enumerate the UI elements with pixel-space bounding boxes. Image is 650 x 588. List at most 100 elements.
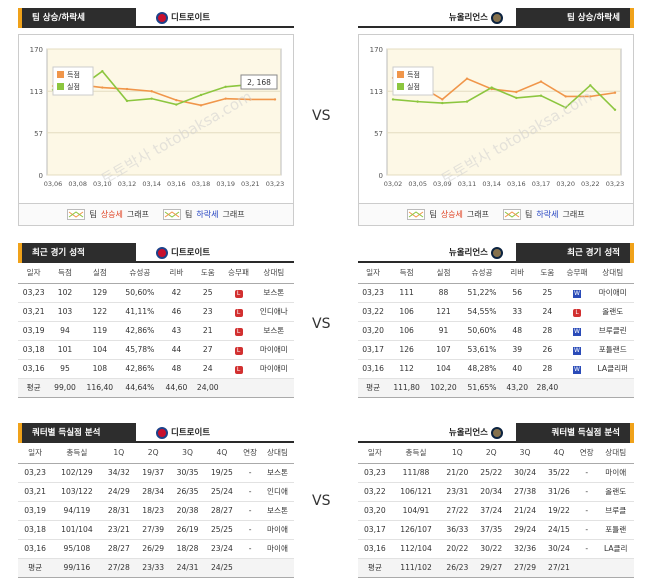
- data-point[interactable]: [589, 95, 592, 98]
- data-point[interactable]: [224, 85, 227, 88]
- data-point[interactable]: [125, 99, 129, 103]
- table-cell: 23/33: [136, 558, 171, 578]
- column-header: 3Q: [508, 443, 543, 464]
- y-tick-label: 113: [370, 88, 383, 96]
- data-point[interactable]: [564, 95, 567, 98]
- pistons-logo-icon: [156, 426, 168, 439]
- data-point[interactable]: [273, 98, 277, 101]
- data-point[interactable]: [564, 106, 567, 109]
- data-point[interactable]: [391, 98, 395, 101]
- table-row: 03,21 103 122 41,11% 46 23 L 인디애나: [18, 302, 294, 322]
- left-recent-panel: 최근 경기 성적 디트로이트 일자 득점 실점 슈성공 리바 도움 승무패 상대팀 03,23 1…: [18, 243, 294, 398]
- data-point[interactable]: [150, 97, 153, 100]
- table-cell: 104: [425, 359, 462, 379]
- x-tick-label: 03,14: [142, 180, 161, 188]
- data-point[interactable]: [539, 94, 543, 97]
- table-cell: 106: [388, 302, 426, 322]
- data-point[interactable]: [441, 101, 444, 105]
- table-cell: -: [239, 520, 262, 540]
- table-row: 03,19 94 119 42,86% 43 21 L 보스톤: [18, 321, 294, 341]
- column-header: 도움: [192, 263, 224, 284]
- table-cell: 32/36: [508, 539, 543, 559]
- column-header: 리바: [160, 263, 193, 284]
- data-point[interactable]: [589, 84, 592, 87]
- table-cell: 25/22: [474, 463, 509, 483]
- table-cell: 111: [388, 283, 426, 303]
- table-cell: 03,22: [358, 482, 392, 502]
- table-cell: 56: [502, 283, 533, 303]
- loss-badge-icon: L: [234, 365, 243, 374]
- table-cell: 37/24: [474, 501, 509, 521]
- table-cell: 28: [532, 359, 563, 379]
- table-cell: -: [239, 463, 262, 483]
- average-row: 평균 99/116 27/28 23/33 24/31 24/25: [18, 558, 294, 578]
- win-badge-icon: W: [573, 365, 581, 374]
- data-point[interactable]: [441, 98, 444, 101]
- data-point[interactable]: [199, 93, 203, 97]
- table-cell: 25: [532, 283, 563, 303]
- legend-label: 득점: [67, 71, 80, 79]
- data-point[interactable]: [416, 100, 419, 103]
- table-cell: 44: [160, 340, 193, 360]
- x-tick-label: 03,17: [532, 180, 551, 188]
- table-cell: 42,86%: [118, 321, 161, 341]
- column-header: 득점: [388, 263, 426, 284]
- data-point[interactable]: [101, 70, 104, 73]
- table-cell: -: [239, 539, 262, 559]
- column-header: 일자: [358, 443, 392, 464]
- table-cell: 03,16: [18, 359, 50, 379]
- data-point[interactable]: [490, 86, 493, 89]
- table-cell: L: [562, 302, 592, 322]
- x-tick-label: 03,23: [606, 180, 625, 188]
- table-cell: 27/29: [508, 558, 543, 578]
- data-point[interactable]: [224, 97, 227, 100]
- right-rise-legend: 팀 상승세 그래프: [407, 209, 489, 220]
- data-point[interactable]: [539, 80, 543, 83]
- svg-text:2, 168: 2, 168: [247, 78, 271, 87]
- data-point[interactable]: [515, 96, 518, 100]
- table-cell: 마이애미: [591, 283, 634, 303]
- data-point[interactable]: [125, 87, 129, 91]
- average-row: 평균 111/102 26/23 29/27 27/29 27/21: [358, 558, 634, 578]
- y-tick-label: 113: [30, 88, 43, 96]
- value-tooltip: 2, 168: [240, 74, 278, 90]
- y-tick-label: 0: [39, 172, 43, 180]
- right-recent-panel: 뉴올리언스 최근 경기 성적 일자 득점 실점 슈성공 리바 도움 승무패 상대팀 03,23 1…: [358, 243, 634, 398]
- table-cell: 24/31: [170, 558, 205, 578]
- x-tick-label: 03,22: [581, 180, 600, 188]
- x-tick-label: 03,12: [118, 180, 137, 188]
- data-point[interactable]: [613, 91, 617, 94]
- table-cell: 18/28: [170, 539, 205, 559]
- rise-swatch-icon: [407, 209, 426, 220]
- loss-badge-icon: L: [234, 289, 243, 298]
- table-cell: 112: [388, 359, 426, 379]
- left-line-chart: 0 57 113 170 03,06 03,08 03,10 03,12 03,14 03,16 0…: [30, 46, 285, 189]
- pistons-logo-icon: [156, 11, 168, 24]
- data-point[interactable]: [175, 103, 178, 106]
- data-point[interactable]: [465, 100, 469, 103]
- data-point[interactable]: [175, 98, 178, 102]
- table-cell: 03,16: [358, 359, 389, 379]
- data-point[interactable]: [150, 90, 153, 93]
- table-cell: 24/29: [101, 482, 137, 502]
- column-header: 승무패: [223, 263, 254, 284]
- table-cell: 인디애: [261, 482, 294, 502]
- table-cell: L: [223, 340, 254, 360]
- table-cell: 21/20: [440, 463, 475, 483]
- data-point[interactable]: [199, 104, 203, 107]
- table-cell: 107: [425, 340, 462, 360]
- column-header: 리바: [502, 263, 533, 284]
- data-point[interactable]: [613, 108, 617, 111]
- table-cell: 21: [192, 321, 224, 341]
- table-cell: 129: [80, 283, 119, 303]
- table-cell: 평균: [358, 378, 389, 398]
- table-row: 03,23 111 88 51,22% 56 25 W 마이애미: [358, 283, 634, 303]
- data-point[interactable]: [249, 98, 252, 101]
- data-point[interactable]: [465, 77, 469, 80]
- table-cell: 포틀랜: [597, 520, 634, 540]
- data-point[interactable]: [101, 86, 104, 89]
- data-point[interactable]: [515, 90, 518, 94]
- column-header: 일자: [18, 263, 50, 284]
